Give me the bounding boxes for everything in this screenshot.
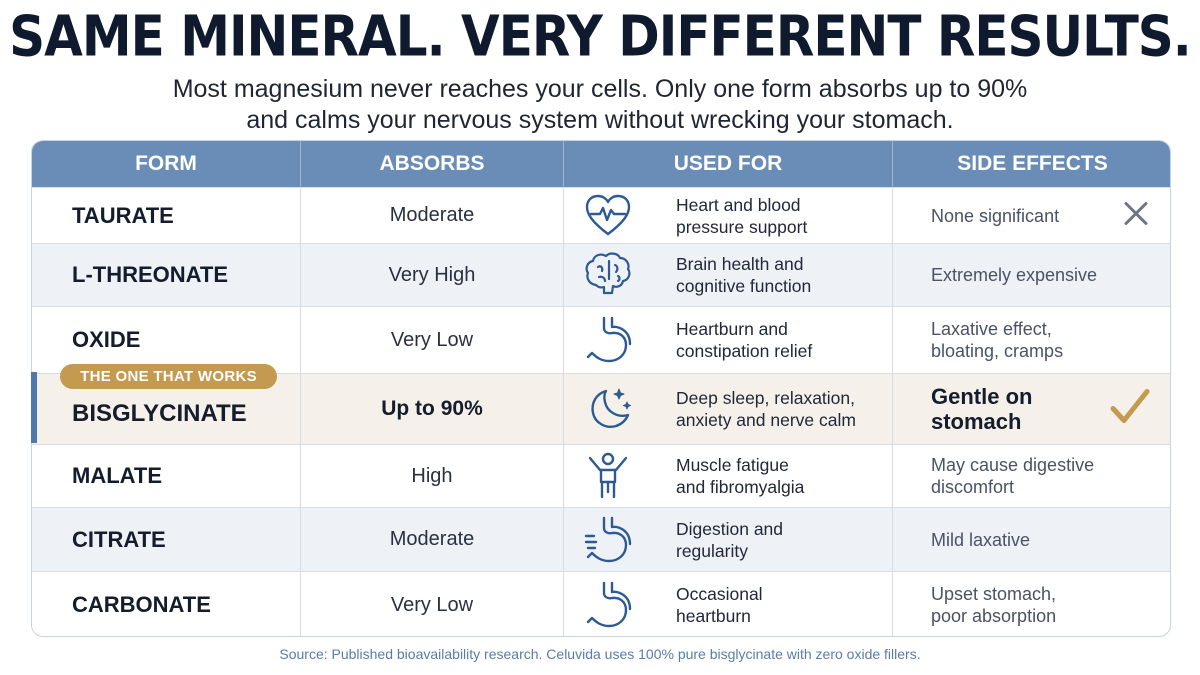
page-title: SAME MINERAL. VERY DIFFERENT RESULTS. xyxy=(9,4,1192,69)
heart-pulse-icon xyxy=(582,190,634,242)
side-effects-text: Laxative effect, bloating, cramps xyxy=(931,319,1064,361)
form-name: CARBONATE xyxy=(32,572,301,636)
absorption-value: Very Low xyxy=(301,572,564,636)
stomach-icon xyxy=(582,579,634,631)
table-row: L-THREONATE Very High Brain health and c… xyxy=(32,243,1170,306)
person-arms-up-icon xyxy=(582,450,634,502)
form-name: MALATE xyxy=(32,445,301,507)
header-side-effects: SIDE EFFECTS xyxy=(957,152,1108,175)
table-header: FORM ABSORBS USED FOR SIDE EFFECTS xyxy=(32,141,1170,187)
absorption-value: Moderate xyxy=(301,188,564,243)
source-footnote: Source: Published bioavailability resear… xyxy=(279,646,921,662)
table-row: MALATE High Muscle fatigue and fibromyal… xyxy=(32,444,1170,507)
comparison-table: FORM ABSORBS USED FOR SIDE EFFECTS TAURA… xyxy=(31,140,1171,637)
form-name: OXIDE xyxy=(32,307,301,373)
header-form: FORM xyxy=(32,141,301,187)
subtitle-line-1: Most magnesium never reaches your cells.… xyxy=(172,75,1028,103)
form-name: CITRATE xyxy=(32,508,301,571)
used-for-text: Occasional heartburn xyxy=(676,584,763,626)
table-row-highlighted: BISGLYCINATE Up to 90% Deep sleep, relax… xyxy=(32,373,1170,444)
used-for-text: Brain health and cognitive function xyxy=(676,254,812,296)
subtitle-line-2: and calms your nervous system without wr… xyxy=(246,106,954,134)
table-row: OXIDE Very Low Heartburn and constipatio… xyxy=(32,306,1170,373)
absorption-value: Very Low xyxy=(301,307,564,373)
stomach-icon xyxy=(582,314,634,366)
absorption-value: Very High xyxy=(301,244,564,306)
form-name: BISGLYCINATE xyxy=(32,374,301,444)
used-for-text: Digestion and regularity xyxy=(676,518,784,561)
recommended-badge: THE ONE THAT WORKS xyxy=(60,364,277,389)
side-effects-text: Upset stomach, poor absorption xyxy=(931,584,1057,626)
page-subtitle: Most magnesium never reaches your cells.… xyxy=(0,74,1200,136)
used-for-text: Heartburn and constipation relief xyxy=(676,319,813,361)
absorption-value: Moderate xyxy=(301,508,564,571)
highlight-accent-bar xyxy=(31,372,37,443)
absorption-value: High xyxy=(301,445,564,507)
check-mark-icon xyxy=(1108,385,1152,434)
absorption-value: Up to 90% xyxy=(301,374,564,444)
side-effects-text: Extremely expensive xyxy=(931,265,1098,285)
brain-icon xyxy=(582,249,634,301)
side-effects-text: May cause digestive discomfort xyxy=(931,455,1095,497)
table-row: CITRATE Moderate Digestion and regularit… xyxy=(32,507,1170,571)
form-name: TAURATE xyxy=(32,188,301,243)
form-name: L-THREONATE xyxy=(32,244,301,306)
used-for-text: Heart and blood pressure support xyxy=(676,194,808,237)
x-mark-icon xyxy=(1122,199,1150,232)
used-for-text: Deep sleep, relaxation, anxiety and nerv… xyxy=(676,388,856,430)
side-effects-text: None significant xyxy=(893,188,1170,243)
table-row: CARBONATE Very Low Occasional heartburn … xyxy=(32,571,1170,636)
header-used-for: USED FOR xyxy=(564,141,893,187)
moon-stars-icon xyxy=(582,383,634,435)
header-absorbs: ABSORBS xyxy=(301,141,564,187)
digestion-icon xyxy=(582,514,634,566)
side-effects-text: Gentle on stomach xyxy=(893,374,1170,444)
side-effects-text: Mild laxative xyxy=(931,529,1031,550)
table-row: TAURATE Moderate Heart and blood pressur… xyxy=(32,187,1170,243)
used-for-text: Muscle fatigue and fibromyalgia xyxy=(676,455,805,497)
